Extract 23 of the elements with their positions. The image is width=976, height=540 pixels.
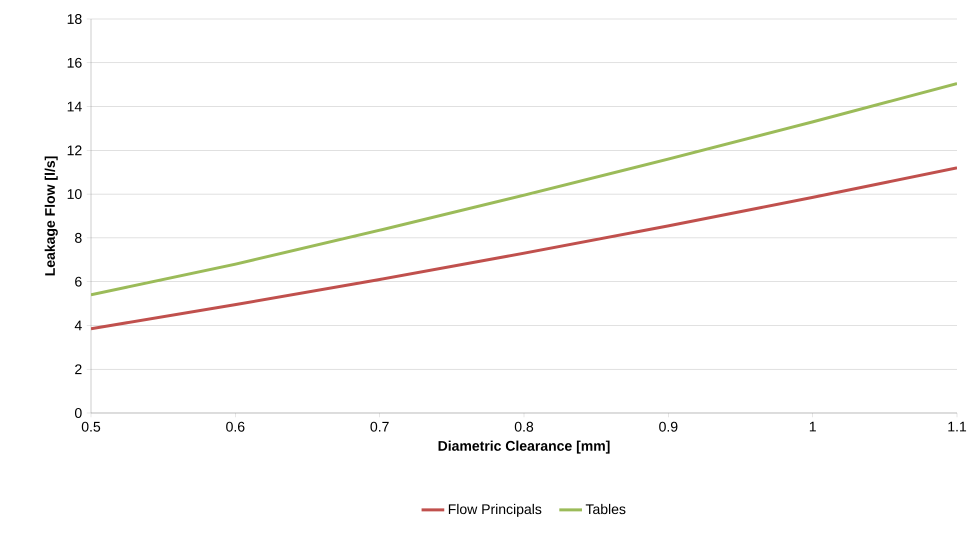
line-series: [91, 82, 958, 296]
y-tick-label: 4: [74, 320, 82, 330]
x-tick-label: 0.9: [659, 422, 678, 432]
x-tick-label: 0.8: [514, 422, 534, 432]
y-tick-label: 12: [68, 145, 82, 156]
legend-label: Tables: [586, 504, 626, 514]
y-tick-label: 16: [68, 58, 82, 68]
y-tick-label: 8: [75, 232, 82, 243]
x-tick-label: 1: [810, 422, 816, 432]
line-series: [91, 166, 958, 330]
y-tick-label: 14: [68, 102, 82, 112]
legend-label: Flow Principals: [448, 504, 542, 517]
x-tick-label: 0.7: [370, 422, 389, 432]
y-axis-title: Leakage Flow [l/s]: [44, 156, 58, 276]
y-tick-label: 18: [68, 14, 82, 24]
x-axis-title: Diametric Clearance [mm]: [438, 440, 610, 454]
x-tick-label: 1.1: [948, 422, 966, 432]
y-tick-label: 10: [68, 189, 82, 200]
x-tick-label: 0.5: [82, 422, 100, 432]
y-tick-label: 2: [75, 364, 82, 374]
x-tick-label: 0.6: [226, 422, 244, 432]
y-tick-label: 0: [74, 408, 82, 418]
y-tick-label: 6: [75, 276, 82, 287]
